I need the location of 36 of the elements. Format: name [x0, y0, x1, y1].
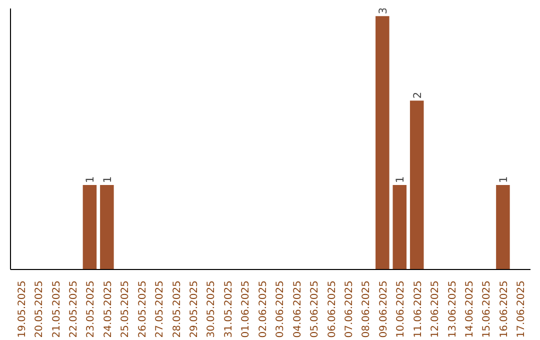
x-tick-label: 15.06.2025	[482, 280, 493, 338]
x-tick-label: 28.05.2025	[172, 280, 183, 338]
x-tick-label: 29.05.2025	[189, 280, 200, 338]
x-tick-label: 10.06.2025	[396, 280, 407, 338]
x-tick-label: 22.05.2025	[68, 280, 80, 338]
x-tick-label: 03.06.2025	[275, 280, 286, 338]
x-tick-label: 27.05.2025	[154, 280, 166, 338]
x-tick-label: 09.06.2025	[378, 280, 390, 338]
x-tick-label: 12.06.2025	[430, 280, 442, 338]
x-tick-label: 25.05.2025	[120, 280, 132, 338]
x-tick-label: 16.06.2025	[498, 280, 510, 338]
x-tick-label: 06.06.2025	[326, 280, 338, 338]
data-label: 1	[84, 176, 97, 184]
x-tick-label: 23.05.2025	[86, 280, 97, 338]
x-tick-label: 02.06.2025	[258, 280, 269, 338]
data-label: 1	[100, 176, 114, 184]
data-label: 3	[376, 7, 390, 14]
x-tick-label: 01.06.2025	[240, 280, 252, 338]
x-tick-label: 20.05.2025	[34, 280, 46, 338]
x-tick-label: 04.06.2025	[292, 280, 304, 338]
x-tick-label: 24.05.2025	[102, 280, 114, 338]
x-tick-label: 13.06.2025	[447, 280, 458, 338]
data-label: 1	[496, 176, 510, 184]
x-tick-label: 31.05.2025	[223, 280, 234, 338]
x-tick-label: 11.06.2025	[412, 280, 424, 338]
x-tick-label: 07.06.2025	[344, 280, 355, 338]
x-tick-label: 17.06.2025	[516, 280, 528, 338]
x-tick-label: 30.05.2025	[206, 280, 218, 338]
x-tick-label: 05.06.2025	[310, 280, 321, 338]
data-label: 2	[410, 92, 424, 99]
x-tick-label: 14.06.2025	[464, 280, 476, 338]
x-tick-label: 08.06.2025	[361, 280, 372, 338]
x-tick-label: 26.05.2025	[137, 280, 148, 338]
data-label: 1	[394, 176, 407, 184]
x-tick-label: 21.05.2025	[51, 280, 62, 338]
x-tick-label: 19.05.2025	[16, 280, 28, 338]
